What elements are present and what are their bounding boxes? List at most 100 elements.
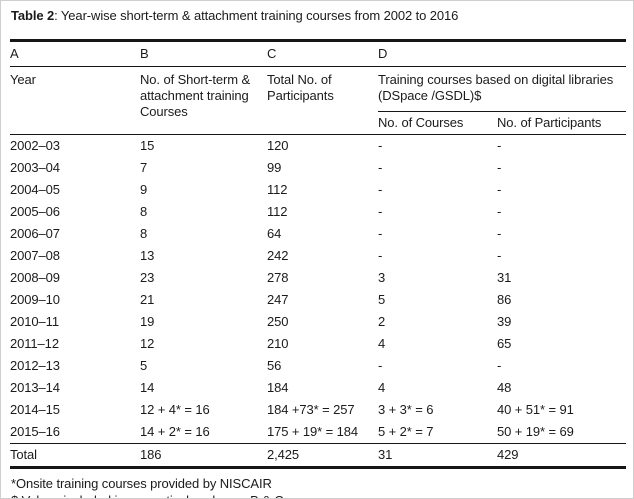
table-row-2006-07: 2006–07 8 64 - - <box>10 223 626 245</box>
cell-dl-participants: - <box>497 358 502 373</box>
table-row-2009-10: 2009–10 21 247 5 86 <box>10 289 626 311</box>
column-letter-b: B <box>140 40 267 67</box>
footnotes: *Onsite training courses provided by NIS… <box>11 475 624 498</box>
table-row-2014-15: 2014–15 12 + 4* = 16 184 +73* = 257 3 + … <box>10 399 626 421</box>
cell-year: 2014–15 <box>10 402 60 417</box>
cell-dl-participants: 50 + 19* = 69 <box>497 424 574 439</box>
cell-year: 2005–06 <box>10 204 60 219</box>
cell-year: 2010–11 <box>10 314 59 329</box>
table-row-2003-04: 2003–04 7 99 - - <box>10 157 626 179</box>
header-short-term-courses: No. of Short-term & attachment training … <box>140 66 267 135</box>
cell-year: 2011–12 <box>10 336 59 351</box>
cell-courses: 12 + 4* = 16 <box>140 402 210 417</box>
header-total-participants: Total No. of Participants <box>267 66 378 135</box>
header-year: Year <box>10 66 140 135</box>
cell-participants: 247 <box>267 292 289 307</box>
cell-participants: 278 <box>267 270 289 285</box>
table-row-2005-06: 2005–06 8 112 - - <box>10 201 626 223</box>
training-courses-table: A B C D Year No. of Short-term & attachm… <box>10 39 627 469</box>
cell-year: 2004–05 <box>10 182 60 197</box>
cell-dl-participants: 31 <box>497 270 512 285</box>
cell-dl-participants: - <box>497 182 502 197</box>
table-row-2013-14: 2013–14 14 184 4 48 <box>10 377 626 399</box>
cell-courses: 23 <box>140 270 155 285</box>
cell-courses: 15 <box>140 138 155 153</box>
cell-year: 2003–04 <box>10 160 60 175</box>
cell-dl-participants: 86 <box>497 292 512 307</box>
cell-year: 2008–09 <box>10 270 60 285</box>
header-digital-libraries: Training courses based on digital librar… <box>378 66 627 112</box>
table-title-label: Table 2 <box>11 8 55 23</box>
cell-courses: 12 <box>140 336 155 351</box>
cell-courses: 7 <box>140 160 148 175</box>
cell-dl-courses: - <box>378 358 383 373</box>
cell-dl-courses: - <box>378 248 383 263</box>
cell-participants: 184 <box>267 380 289 395</box>
header-row: Year No. of Short-term & attachment trai… <box>10 66 627 135</box>
cell-dl-participants: 40 + 51* = 91 <box>497 402 574 417</box>
cell-dl-participants: 48 <box>497 380 512 395</box>
cell-year: 2006–07 <box>10 226 60 241</box>
cell-participants: 175 + 19* = 184 <box>267 424 359 439</box>
table-row-2011-12: 2011–12 12 210 4 65 <box>10 333 626 355</box>
cell-courses: 14 + 2* = 16 <box>140 424 210 439</box>
table-row-2002-03: 2002–03 15 120 - - <box>10 135 626 158</box>
cell-dl-participants: 65 <box>497 336 512 351</box>
cell-courses: 13 <box>140 248 155 263</box>
cell-dl-participants: - <box>497 138 502 153</box>
cell-year: 2012–13 <box>10 358 60 373</box>
subheader-row: No. of Courses No. of Participants <box>10 111 627 135</box>
cell-participants: 242 <box>267 248 289 263</box>
cell-dl-courses: 5 <box>378 292 386 307</box>
cell-courses: 5 <box>140 358 148 373</box>
cell-year: 2002–03 <box>10 138 60 153</box>
cell-participants: 250 <box>267 314 289 329</box>
cell-year: 2015–16 <box>10 424 60 439</box>
cell-dl-courses: 5 + 2* = 7 <box>378 424 434 439</box>
cell-year: 2007–08 <box>10 248 60 263</box>
cell-dl-courses: 4 <box>378 336 386 351</box>
cell-participants: 112 <box>267 182 288 197</box>
cell-year: 2009–10 <box>10 292 60 307</box>
cell-dl-courses: 4 <box>378 380 386 395</box>
footnote-onsite: *Onsite training courses provided by NIS… <box>11 476 272 491</box>
table-row-2008-09: 2008–09 23 278 3 31 <box>10 267 626 289</box>
cell-participants: 184 +73* = 257 <box>267 402 355 417</box>
cell-dl-participants: - <box>497 248 502 263</box>
table-row-2004-05: 2004–05 9 112 - - <box>10 179 626 201</box>
cell-courses: 9 <box>140 182 148 197</box>
cell-dl-courses: - <box>378 226 383 241</box>
cell-dl-courses: - <box>378 138 383 153</box>
cell-dl-participants: - <box>497 160 502 175</box>
cell-dl-courses: 2 <box>378 314 386 329</box>
cell-dl-participants: 39 <box>497 314 512 329</box>
total-courses: 186 <box>140 443 267 468</box>
table-title: Table 2: Year-wise short-term & attachme… <box>11 8 624 24</box>
table-row-2015-16: 2015–16 14 + 2* = 16 175 + 19* = 184 5 +… <box>10 421 626 444</box>
column-letter-a: A <box>10 40 140 67</box>
cell-dl-participants: - <box>497 204 502 219</box>
cell-dl-courses: 3 + 3* = 6 <box>378 402 434 417</box>
cell-participants: 64 <box>267 226 282 241</box>
cell-dl-courses: - <box>378 204 383 219</box>
subheader-participants: No. of Participants <box>497 111 627 135</box>
cell-participants: 112 <box>267 204 288 219</box>
column-letter-row: A B C D <box>10 40 627 67</box>
cell-dl-courses: - <box>378 182 383 197</box>
cell-year: 2013–14 <box>10 380 60 395</box>
subheader-courses: No. of Courses <box>378 111 497 135</box>
cell-participants: 99 <box>267 160 282 175</box>
footnote-values: $ Values included in respectively column… <box>11 492 624 498</box>
cell-courses: 14 <box>140 380 155 395</box>
total-dl-courses: 31 <box>378 443 497 468</box>
cell-dl-courses: - <box>378 160 383 175</box>
cell-dl-courses: 3 <box>378 270 386 285</box>
column-letter-c: C <box>267 40 378 67</box>
cell-participants: 120 <box>267 138 289 153</box>
total-participants: 2,425 <box>267 443 378 468</box>
cell-courses: 8 <box>140 204 148 219</box>
cell-courses: 21 <box>140 292 155 307</box>
total-label: Total <box>10 443 140 468</box>
cell-courses: 19 <box>140 314 155 329</box>
